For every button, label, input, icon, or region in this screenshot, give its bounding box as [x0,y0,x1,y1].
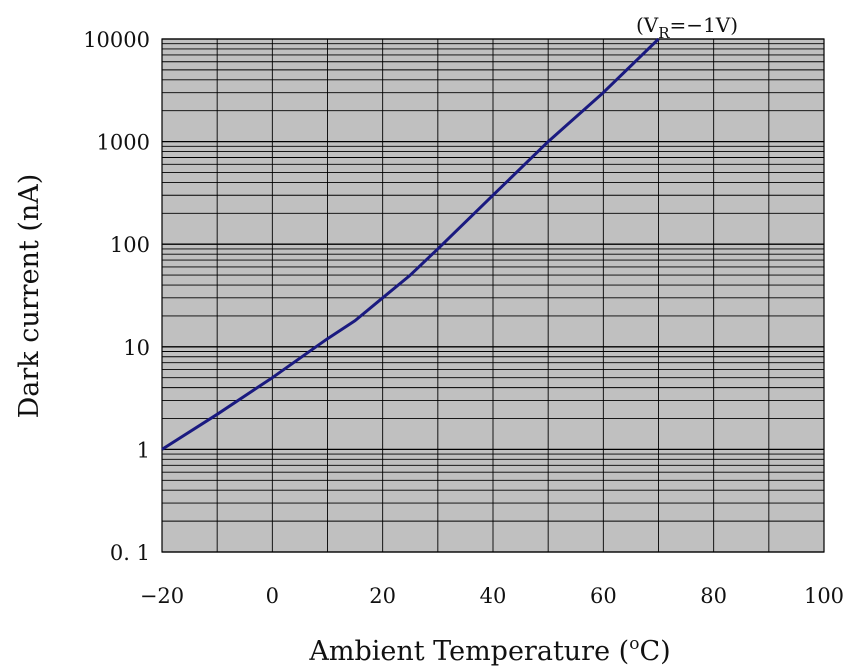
series-line [161,37,660,451]
x-tick-label: 80 [700,584,727,608]
y-tick-label: 1000 [97,131,150,155]
y-axis-title: Dark current (nA) [14,174,45,419]
x-axis-title: Ambient Temperature (oC) [308,634,670,667]
x-tick-label: 40 [480,584,507,608]
y-tick-label: 0. 1 [110,541,150,565]
y-tick-label: 10000 [83,28,150,52]
x-axis-title-unit: C) [639,636,670,667]
x-tick-label: 100 [804,584,844,608]
y-tick-label: 100 [110,233,150,257]
annotation-suffix: =−1V) [670,13,739,37]
annotation-subscript: R [658,24,670,42]
y-tick-label: 10 [123,336,150,360]
x-tick-label: −20 [140,584,184,608]
x-tick-label: 0 [266,584,279,608]
x-axis-title-text: Ambient Temperature ( [308,636,629,667]
x-axis-title-degree: o [629,634,639,654]
minor-grid [162,39,824,552]
x-tick-labels: −20 0 20 40 60 80 100 [140,584,844,608]
annotation-vr: (VR=−1V) [636,13,738,42]
y-tick-labels: 0. 1 1 10 100 1000 10000 [83,28,150,565]
x-tick-label: 20 [369,584,396,608]
y-tick-label: 1 [137,438,150,462]
x-tick-label: 60 [590,584,617,608]
plot-frame [161,38,825,553]
annotation-prefix: (V [636,13,659,37]
